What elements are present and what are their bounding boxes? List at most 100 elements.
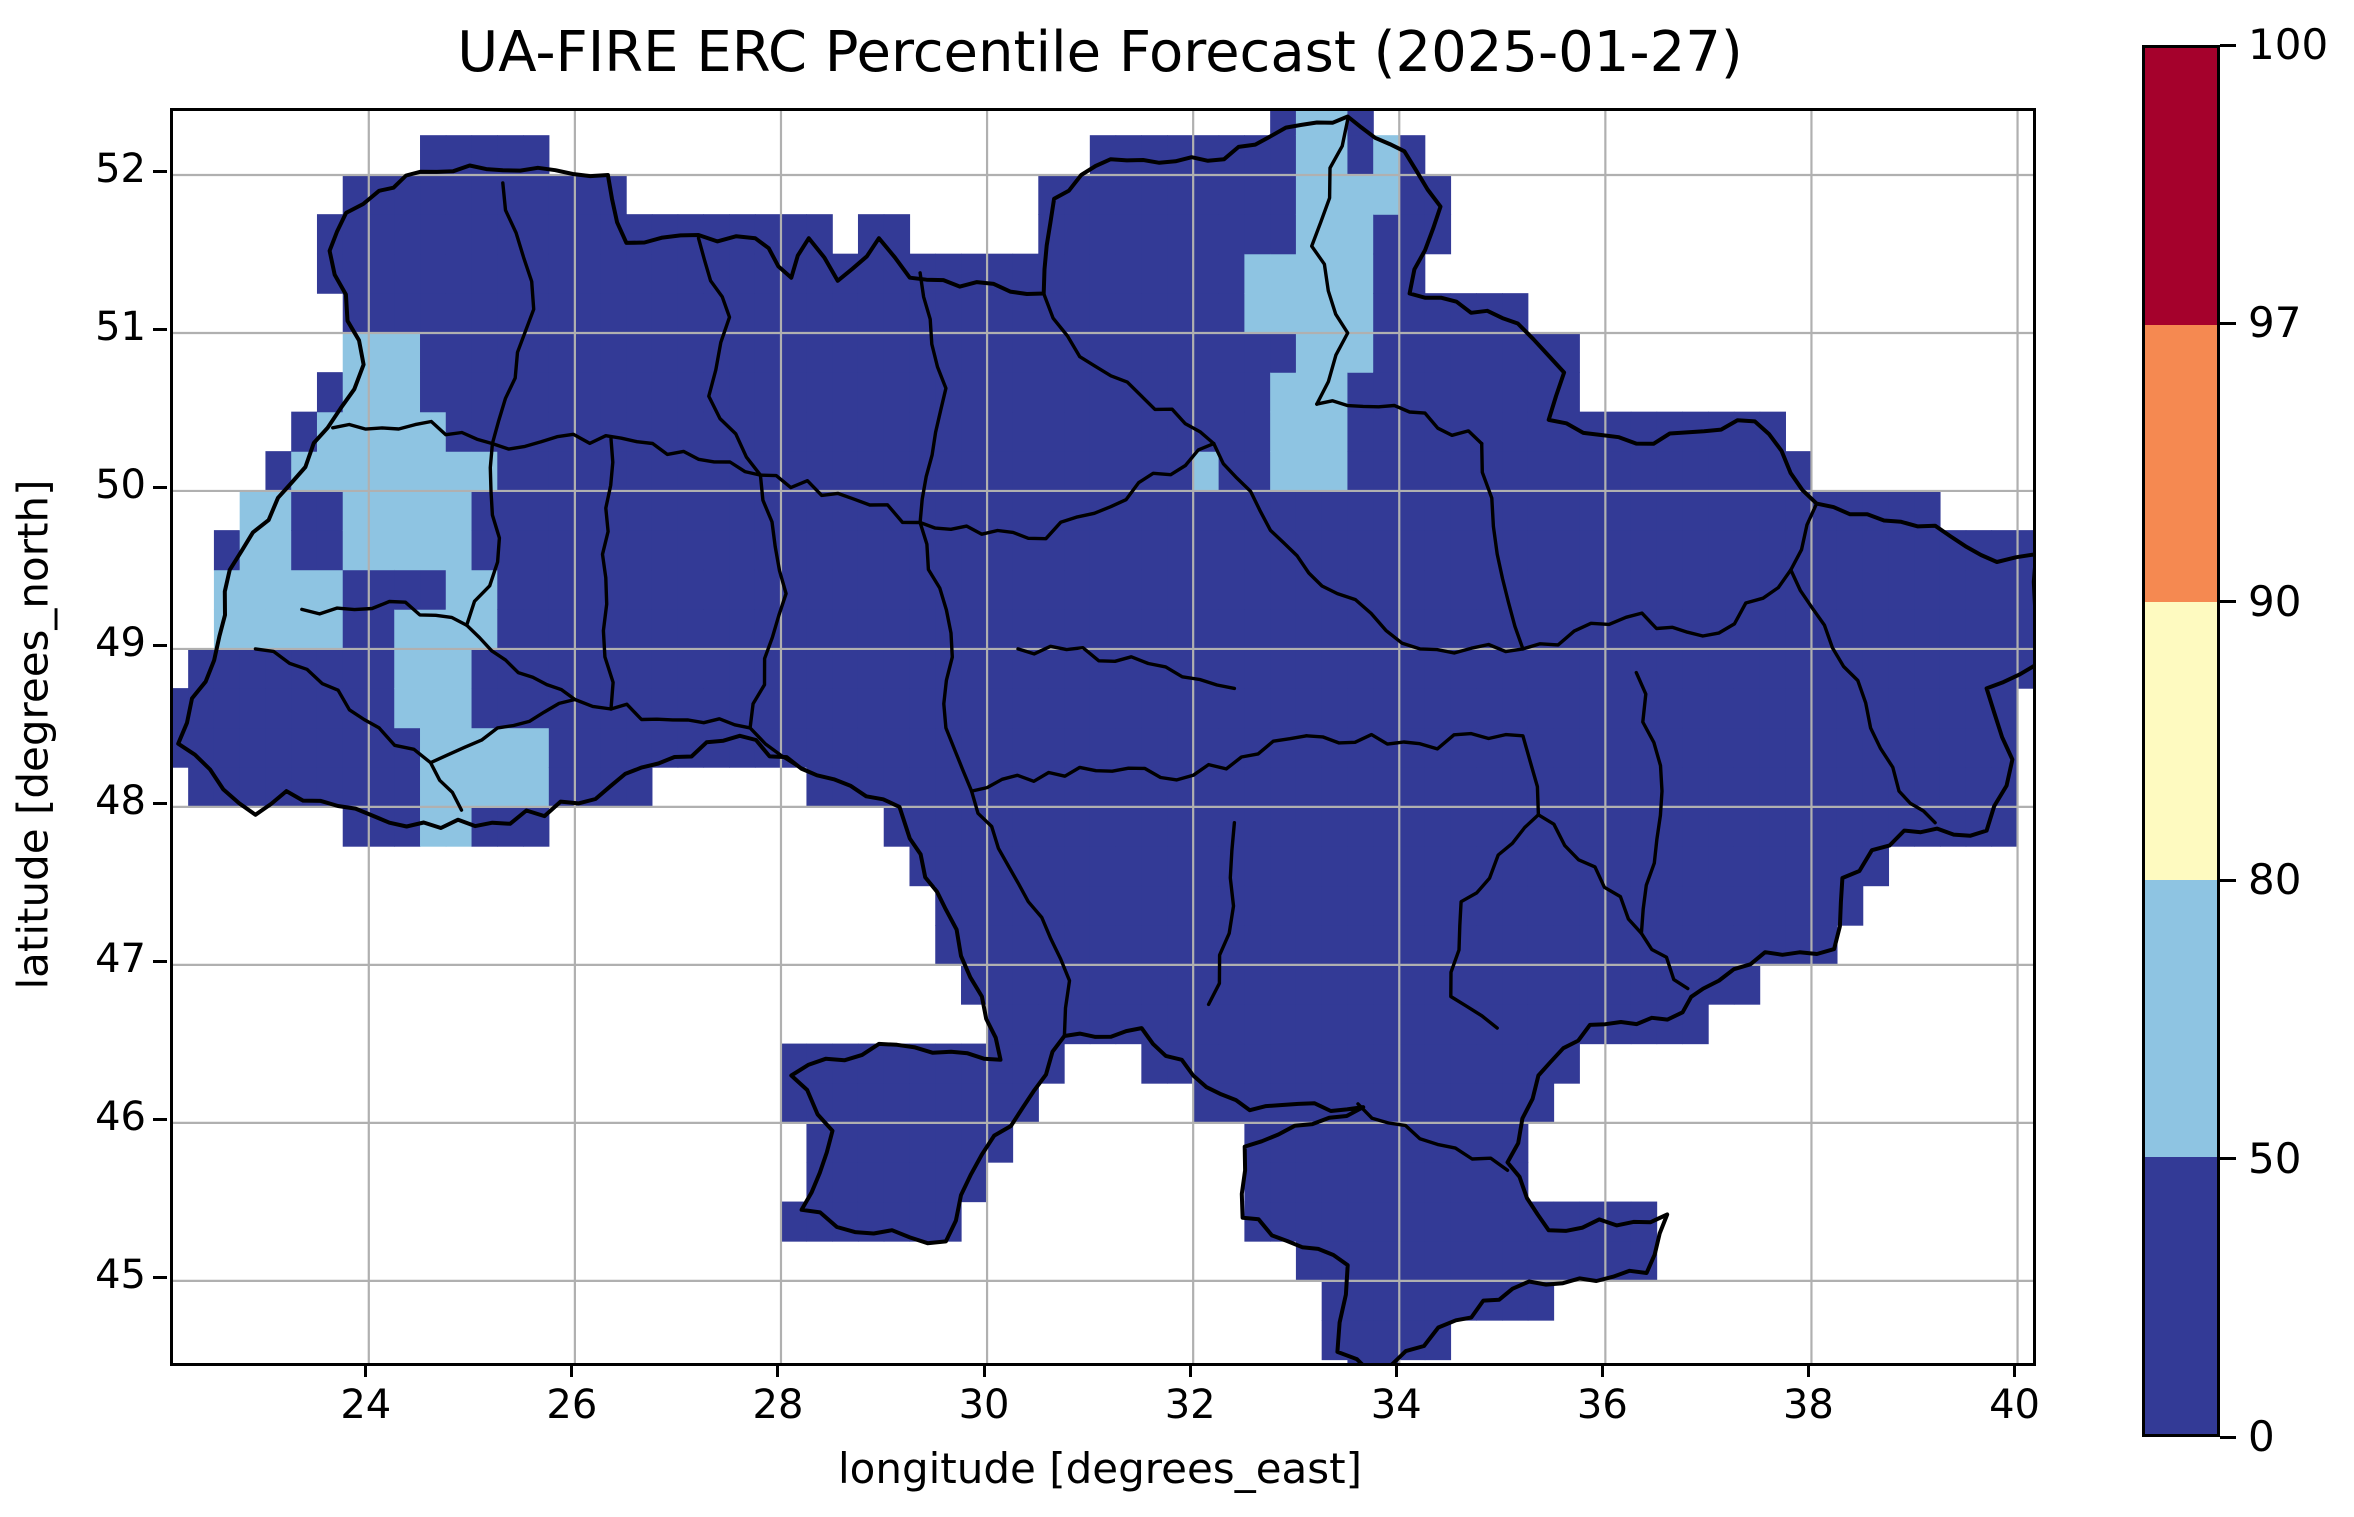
raster-cell [497, 648, 524, 689]
raster-cell [1862, 490, 1890, 531]
raster-cell [729, 609, 756, 650]
raster-cell [1450, 490, 1477, 531]
raster-cell [1244, 648, 1271, 689]
raster-cell [909, 1201, 936, 1242]
raster-cell [729, 648, 756, 689]
raster-cell [1347, 846, 1374, 887]
raster-cell [1244, 846, 1271, 887]
raster-cell [1991, 530, 2018, 571]
raster-cell [935, 1083, 962, 1124]
raster-cell [1862, 806, 1890, 847]
raster-cell [986, 530, 1014, 571]
x-tick-label: 36 [1576, 1382, 1628, 1428]
raster-cell [548, 451, 576, 492]
raster-cell [1398, 925, 1426, 966]
colorbar-tick-label: 97 [2248, 298, 2302, 348]
raster-cell [883, 1043, 911, 1084]
raster-cell [523, 253, 550, 294]
raster-cell [497, 332, 524, 373]
raster-cell [832, 411, 859, 452]
raster-cell [1167, 174, 1194, 215]
x-tick-label: 38 [1782, 1382, 1834, 1428]
raster-cell [265, 530, 292, 571]
raster-cell [1218, 1043, 1245, 1084]
raster-cell [1089, 727, 1117, 768]
raster-cell [1836, 767, 1864, 808]
raster-cell [1218, 609, 1245, 650]
raster-cell [1502, 1004, 1529, 1045]
raster-cell [1167, 925, 1194, 966]
raster-cell [909, 727, 936, 768]
raster-cell [1579, 806, 1606, 847]
raster-cell [1347, 688, 1374, 729]
raster-cell [626, 569, 653, 610]
raster-cell [548, 214, 576, 255]
raster-cell [1321, 1162, 1349, 1203]
boundary-line [969, 789, 1072, 1038]
raster-cell [1347, 253, 1374, 294]
raster-cell [316, 490, 344, 531]
raster-cell [1115, 806, 1142, 847]
raster-cell [883, 293, 911, 334]
boundary-line [1634, 670, 1690, 991]
raster-cell [1244, 885, 1271, 926]
raster-cell [961, 1083, 988, 1124]
raster-cell [883, 609, 911, 650]
raster-cell [1888, 648, 1915, 689]
raster-cell [1553, 767, 1580, 808]
raster-cell [1553, 490, 1580, 531]
raster-cell [909, 1083, 936, 1124]
raster-cell [677, 530, 704, 571]
raster-cell [1476, 727, 1503, 768]
raster-cell [754, 293, 782, 334]
raster-cell [1939, 727, 1967, 768]
raster-cell [1115, 253, 1142, 294]
raster-cell [445, 648, 473, 689]
raster-cell [342, 253, 370, 294]
raster-cell [1089, 174, 1117, 215]
raster-cell [1502, 451, 1529, 492]
raster-cell [445, 530, 473, 571]
raster-cell [1012, 451, 1039, 492]
raster-cell [1295, 727, 1323, 768]
raster-cell [1141, 174, 1168, 215]
raster-cell [1167, 806, 1194, 847]
raster-cell [2017, 530, 2033, 571]
raster-cell [548, 530, 576, 571]
raster-cell [1012, 1043, 1039, 1084]
raster-cell [883, 411, 911, 452]
x-axis-label: longitude [degrees_east] [837, 1444, 1362, 1493]
raster-cell [806, 569, 833, 610]
raster-cell [935, 332, 962, 373]
raster-cell [986, 372, 1014, 413]
raster-cell [1759, 885, 1786, 926]
raster-cell [1089, 411, 1117, 452]
raster-cell [1038, 727, 1065, 768]
raster-cell [1089, 925, 1117, 966]
raster-cell [1605, 727, 1632, 768]
raster-cell [1682, 767, 1709, 808]
raster-cell [471, 688, 498, 729]
raster-cell [780, 530, 808, 571]
colorbar-tick-label: 50 [2248, 1133, 2302, 1183]
raster-cell [1270, 767, 1297, 808]
raster-cell [883, 1122, 911, 1163]
raster-cell [1708, 767, 1735, 808]
raster-cell [1167, 293, 1194, 334]
raster-cell [961, 490, 988, 531]
raster-cell [1373, 1122, 1400, 1163]
boundary-line [1206, 821, 1237, 1007]
raster-cell [574, 609, 601, 650]
raster-cell [806, 648, 833, 689]
raster-cell [1450, 767, 1477, 808]
raster-cell [1270, 451, 1297, 492]
raster-cell [471, 648, 498, 689]
raster-cell [1089, 846, 1117, 887]
raster-cell [1682, 1004, 1709, 1045]
raster-cell [1836, 688, 1864, 729]
raster-cell [1321, 648, 1349, 689]
raster-cell [1579, 609, 1606, 650]
raster-cell [1347, 214, 1374, 255]
raster-cell [1605, 530, 1632, 571]
x-tick-mark [1188, 1363, 1192, 1377]
